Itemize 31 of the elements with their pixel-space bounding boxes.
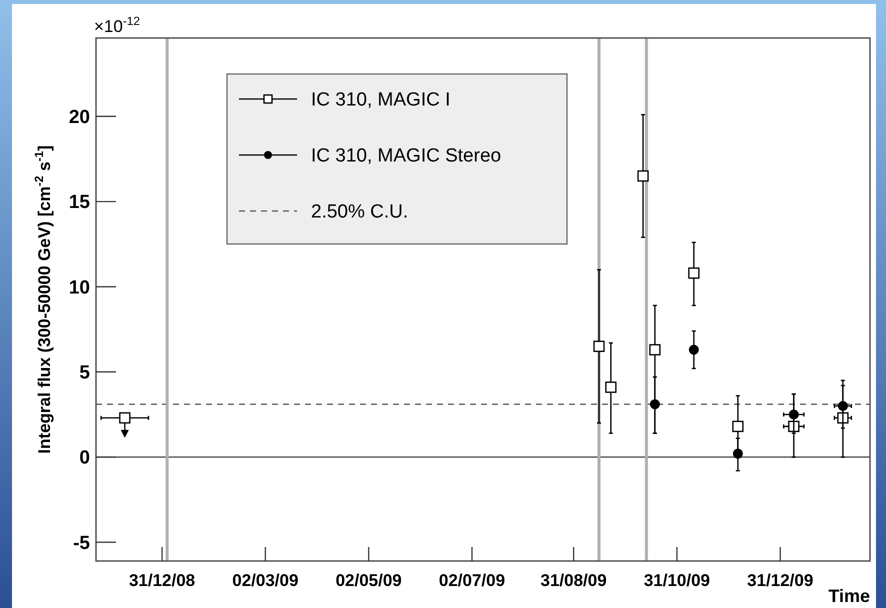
legend-label: IC 310, MAGIC I	[311, 90, 450, 111]
point	[837, 412, 849, 424]
x-tick-label: 31/10/09	[644, 571, 710, 590]
x-tick-label: 02/07/09	[438, 571, 506, 590]
y-tick-label: 15	[68, 192, 90, 214]
point	[838, 400, 848, 411]
point	[649, 344, 661, 356]
point	[688, 344, 699, 355]
x-tick-label: 31/12/08	[128, 571, 196, 590]
x-tick-label: 31/08/09	[540, 571, 607, 590]
legend-label: 2.50% C.U.	[311, 202, 408, 223]
point	[732, 448, 743, 459]
y-tick-label: 20	[68, 107, 90, 128]
x-tick-label: 31/12/09	[747, 571, 814, 590]
text: ×10$^{-12}$	[94, 14, 140, 36]
point	[788, 409, 799, 420]
x-axis-title: Time	[828, 586, 870, 606]
point	[605, 382, 617, 393]
x-tick-label: 02/03/09	[232, 571, 298, 590]
y-tick-label: -5	[73, 532, 90, 554]
x-tick-label: 02/05/09	[336, 571, 402, 590]
y-tick-label: 5	[79, 362, 90, 384]
point	[637, 170, 649, 182]
point	[593, 340, 605, 352]
y-tick-label: 10	[68, 277, 90, 298]
point	[650, 399, 660, 410]
y-tick-label: 0	[79, 448, 90, 469]
point	[732, 420, 744, 432]
point	[688, 267, 700, 279]
legend-label: IC 310, MAGIC Stereo	[311, 146, 502, 167]
point	[119, 412, 130, 424]
